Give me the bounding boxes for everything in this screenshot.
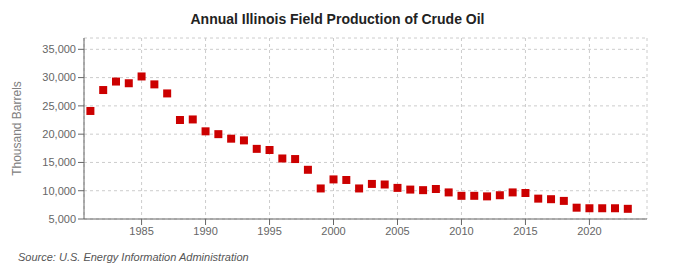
svg-text:1985: 1985 [129,225,153,237]
svg-text:Thousand Barrels: Thousand Barrels [10,81,24,176]
svg-text:2010: 2010 [449,225,473,237]
svg-text:1995: 1995 [257,225,281,237]
svg-text:25,000: 25,000 [42,100,76,112]
svg-text:2005: 2005 [385,225,409,237]
svg-text:15,000: 15,000 [42,156,76,168]
svg-text:10,000: 10,000 [42,185,76,197]
svg-text:2000: 2000 [321,225,345,237]
svg-text:35,000: 35,000 [42,43,76,55]
html-text:Annual Illinois Field Producti: Annual Illinois Field Production of Crud… [190,11,485,27]
svg-text:30,000: 30,000 [42,71,76,83]
html-text:Source: U.S. Energy Informatio: Source: U.S. Energy Information Administ… [18,251,249,263]
svg-text:2020: 2020 [577,225,601,237]
svg-text:2015: 2015 [513,225,537,237]
svg-text:5,000: 5,000 [48,213,76,225]
svg-text:1990: 1990 [193,225,217,237]
svg-text:20,000: 20,000 [42,128,76,140]
